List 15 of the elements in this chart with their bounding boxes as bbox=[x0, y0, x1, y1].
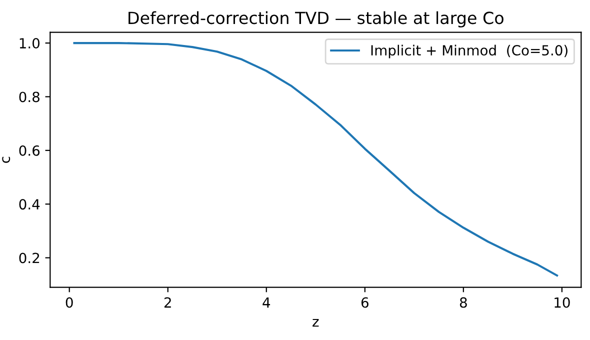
y-tick-label: 0.8 bbox=[19, 92, 40, 102]
x-tick-label: 6 bbox=[361, 297, 368, 308]
y-tick-label: 0.6 bbox=[19, 145, 40, 156]
x-tick-label: 2 bbox=[164, 297, 171, 308]
y-tick-label: 0.2 bbox=[19, 252, 40, 264]
x-tick-label: 10 bbox=[554, 297, 570, 308]
x-axis-title: z bbox=[312, 318, 319, 327]
y-tick-label: 0.4 bbox=[19, 199, 40, 210]
legend-label: Implicit + Minmod (Co=5.0) bbox=[371, 44, 568, 58]
y-tick-label: 1.0 bbox=[20, 38, 40, 49]
y-axis-title: c bbox=[2, 156, 10, 163]
chart-title: Deferred-correction TVD — stable at large Co bbox=[128, 11, 504, 28]
x-tick-label: 4 bbox=[262, 297, 270, 308]
x-tick-label: 8 bbox=[460, 297, 467, 308]
x-tick-label: 0 bbox=[66, 297, 73, 308]
